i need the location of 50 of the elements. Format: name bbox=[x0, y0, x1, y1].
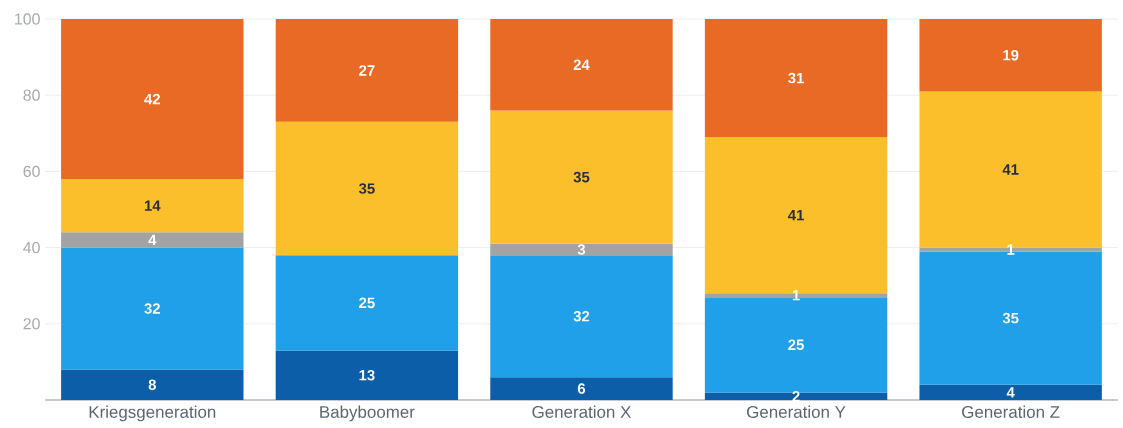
bar bbox=[275, 255, 459, 351]
bar bbox=[704, 392, 888, 400]
x-tick-label: Babyboomer bbox=[320, 405, 415, 422]
data-label: 24 bbox=[573, 59, 590, 70]
data-label: 19 bbox=[1003, 49, 1019, 61]
bar bbox=[61, 19, 244, 180]
bar bbox=[275, 350, 459, 400]
y-tick-label: 40 bbox=[23, 241, 40, 254]
bar bbox=[61, 232, 244, 248]
bar bbox=[919, 19, 1102, 92]
data-label: 32 bbox=[573, 310, 590, 322]
y-tick-label: 100 bbox=[15, 13, 40, 25]
data-label: 42 bbox=[144, 93, 160, 105]
bar bbox=[490, 377, 673, 400]
data-label: 35 bbox=[358, 183, 375, 194]
data-label: 3 bbox=[577, 244, 586, 255]
data-label: 32 bbox=[144, 303, 160, 314]
bar bbox=[919, 384, 1102, 400]
x-tick-label: Kriegsgeneration bbox=[89, 405, 216, 422]
data-label: 4 bbox=[148, 234, 157, 246]
data-label: 35 bbox=[1002, 312, 1019, 324]
bar bbox=[61, 179, 244, 233]
data-label: 6 bbox=[577, 383, 586, 394]
data-label: 8 bbox=[148, 379, 156, 391]
data-label: 25 bbox=[788, 339, 804, 351]
data-label: 41 bbox=[1002, 164, 1019, 175]
bar bbox=[275, 121, 459, 256]
data-label: 14 bbox=[144, 200, 161, 211]
data-label: 25 bbox=[359, 297, 375, 309]
y-tick-label: 20 bbox=[23, 318, 40, 330]
y-tick-label: 60 bbox=[23, 165, 40, 178]
data-label: 35 bbox=[573, 171, 590, 183]
y-tick-label: 80 bbox=[23, 89, 40, 101]
x-tick-label: Generation Y bbox=[747, 405, 846, 418]
data-label: 13 bbox=[359, 369, 375, 381]
data-label: 31 bbox=[788, 72, 804, 84]
bar bbox=[61, 247, 244, 370]
x-tick-label: Generation Z bbox=[962, 405, 1060, 418]
bar bbox=[61, 369, 244, 400]
bar bbox=[490, 243, 673, 256]
data-label: 1 bbox=[792, 290, 800, 301]
bar bbox=[490, 255, 673, 378]
data-label: 27 bbox=[359, 65, 375, 76]
bar bbox=[704, 19, 888, 138]
data-label: 4 bbox=[1006, 387, 1015, 398]
bar bbox=[275, 19, 459, 122]
bar bbox=[490, 110, 673, 244]
data-label: 41 bbox=[787, 210, 804, 221]
bar bbox=[490, 19, 673, 111]
x-tick-label: Generation X bbox=[532, 405, 631, 418]
